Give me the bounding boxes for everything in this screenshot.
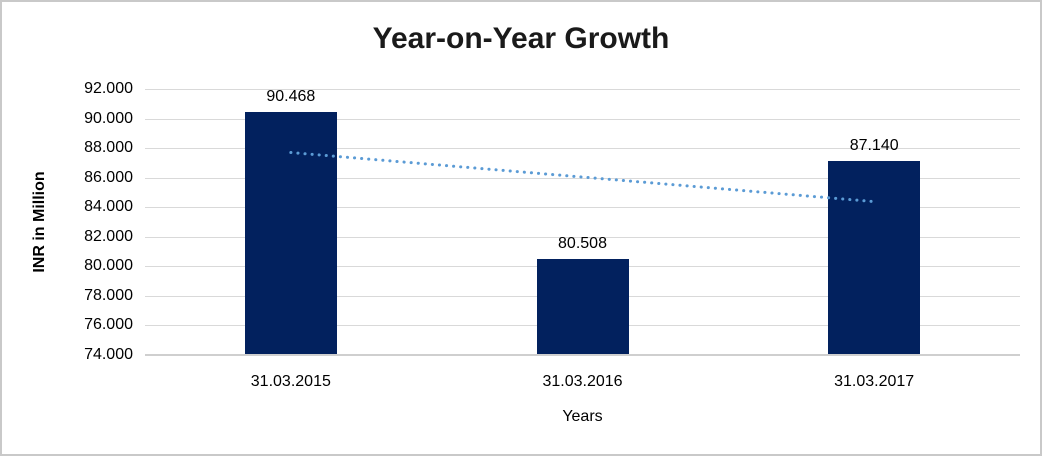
bar-data-label: 80.508	[558, 234, 607, 252]
bar	[536, 258, 629, 355]
y-tick-label: 86.000	[84, 168, 133, 186]
x-axis-title: Years	[562, 408, 603, 425]
chart-title: Year-on-Year Growth	[372, 22, 670, 55]
y-tick-label: 78.000	[84, 286, 133, 304]
y-tick-label: 82.000	[84, 227, 133, 245]
y-axis-title: INR in Million	[31, 171, 48, 273]
y-tick-label: 90.000	[84, 109, 133, 127]
x-tick-label: 31.03.2016	[542, 373, 623, 390]
y-tick-label: 74.000	[84, 346, 133, 363]
bar-data-label: 90.468	[266, 87, 316, 105]
gridline	[145, 118, 1020, 120]
y-tick-label: 76.000	[84, 316, 133, 334]
gridline	[145, 236, 1020, 238]
gridline	[145, 207, 1020, 209]
x-axis-line	[145, 354, 1020, 356]
gridline	[145, 89, 1020, 90]
y-tick-label: 92.000	[84, 80, 133, 97]
plot-area	[145, 89, 1020, 356]
gridline	[145, 148, 1020, 150]
y-tick-label: 88.000	[84, 139, 133, 157]
bar-data-label: 87.140	[849, 136, 899, 154]
bar	[828, 160, 921, 355]
bar	[244, 111, 337, 355]
x-tick-label: 31.03.2015	[250, 373, 331, 390]
y-tick-label: 84.000	[84, 198, 133, 216]
y-tick-label: 80.000	[84, 257, 133, 275]
x-tick-label: 31.03.2017	[834, 373, 915, 390]
